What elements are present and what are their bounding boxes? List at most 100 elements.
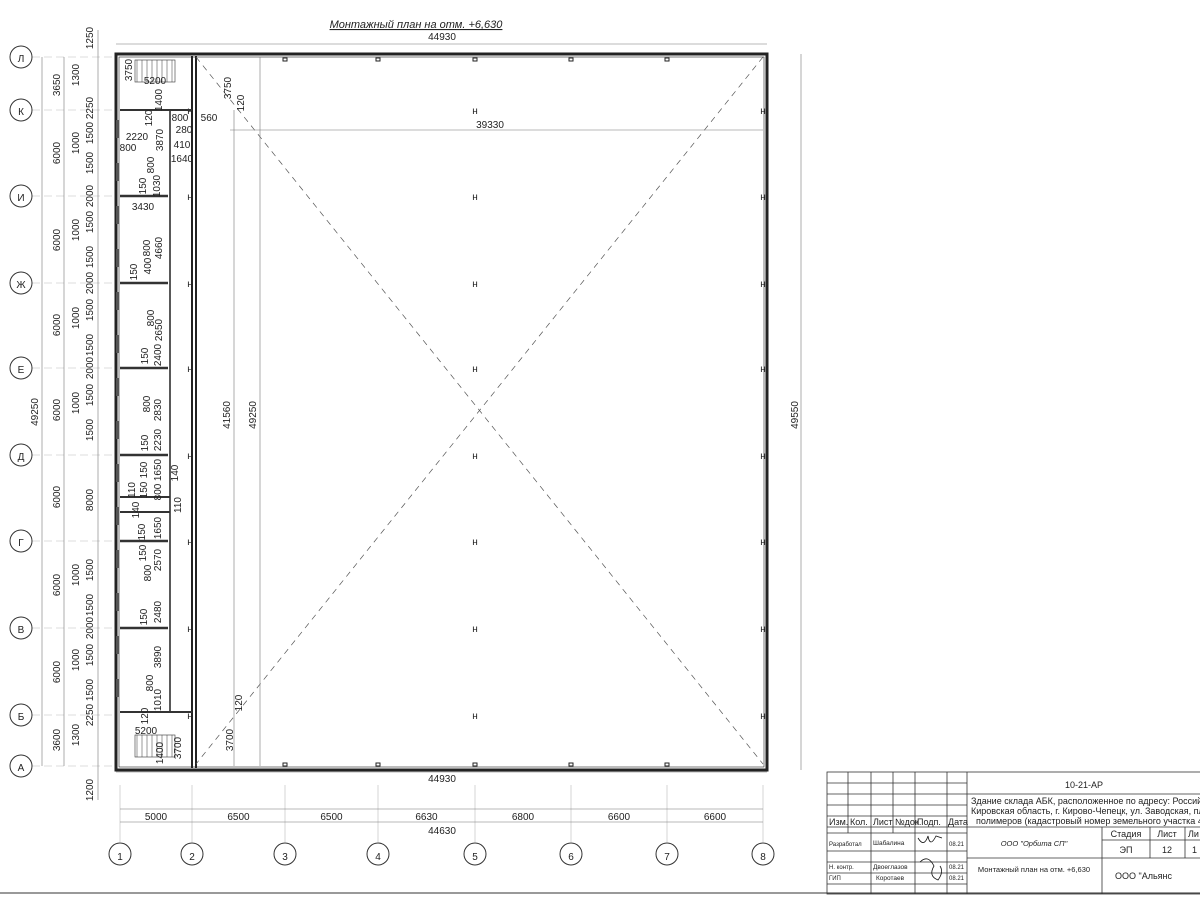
drawing-title: Монтажный план на отм. +6,630 bbox=[330, 19, 504, 31]
title-block-text: 10-21-АР Здание склада АБК, расположенно… bbox=[829, 780, 1200, 882]
window bbox=[116, 378, 119, 396]
axis-label-col: 8 bbox=[760, 852, 766, 863]
dim-interior-v: 150 bbox=[139, 608, 150, 625]
dim-interior-v: 800 bbox=[145, 674, 156, 691]
header-izm: Изм. bbox=[829, 817, 848, 827]
dim-left-outer: 6000 bbox=[52, 313, 63, 336]
dim-bottom-span: 6800 bbox=[512, 812, 535, 823]
dim-interior-v: 150 bbox=[140, 347, 151, 364]
dim-left-inner: 1000 bbox=[71, 391, 82, 414]
sheet-title: Монтажный план на отм. +6,630 bbox=[978, 865, 1090, 874]
window bbox=[116, 679, 119, 697]
window bbox=[116, 120, 119, 138]
axis-bubble-row bbox=[9, 356, 33, 380]
window bbox=[116, 206, 119, 224]
header-list: Лист bbox=[873, 817, 893, 827]
dim-interior-v: 120 bbox=[236, 94, 247, 111]
column-marker: н bbox=[760, 192, 766, 203]
client-name: ООО "Альянс bbox=[1115, 871, 1172, 881]
axis-bubble-row bbox=[9, 98, 33, 122]
dim-interior-v: 800 bbox=[146, 156, 157, 173]
date-chief-engineer: 08.21 bbox=[949, 876, 965, 882]
sheets-value: 1 bbox=[1192, 845, 1197, 855]
axis-bubble-col bbox=[559, 842, 583, 866]
dim-interior-v: 150 bbox=[137, 523, 148, 540]
column-marker: н bbox=[760, 537, 766, 548]
column-marker: н bbox=[187, 624, 193, 635]
dim-interior-v: 150 bbox=[140, 434, 151, 451]
stair-icon bbox=[134, 59, 176, 83]
dim-left-inner: 1500 bbox=[85, 558, 96, 581]
dim-left-inner: 2250 bbox=[85, 96, 96, 119]
dim-left-inner: 1300 bbox=[71, 723, 82, 746]
column-marker: н bbox=[472, 364, 478, 375]
stage-label: Стадия bbox=[1111, 829, 1142, 839]
window bbox=[116, 507, 119, 525]
dim-bottom-span: 6500 bbox=[320, 812, 343, 823]
dim-interior-v: 3750 bbox=[124, 58, 135, 81]
dim-bottom-total: 44630 bbox=[428, 826, 456, 837]
column-top bbox=[664, 57, 670, 62]
axis-label-col: 6 bbox=[568, 852, 574, 863]
sheet-value: 12 bbox=[1162, 845, 1172, 855]
header-podp: Подп. bbox=[917, 817, 941, 827]
object-line-2: Кировская область, г. Кирово-Чепецк, ул.… bbox=[971, 806, 1200, 816]
dim-interior-v: 800 bbox=[142, 395, 153, 412]
column-marker: н bbox=[472, 279, 478, 290]
column-marker: н bbox=[187, 364, 193, 375]
axis-bubble-col bbox=[751, 842, 775, 866]
window bbox=[116, 421, 119, 439]
dim-interior-h: 800 bbox=[120, 143, 137, 154]
dim-interior-v: 2570 bbox=[153, 548, 164, 571]
axis-label-row: Г bbox=[18, 538, 24, 549]
column-marker: н bbox=[472, 192, 478, 203]
dim-interior-v: 3870 bbox=[155, 128, 166, 151]
dim-left-outer: 6000 bbox=[52, 485, 63, 508]
column-bottom bbox=[375, 762, 381, 767]
column-marker: н bbox=[187, 451, 193, 462]
role-norm-control: Н. контр. bbox=[829, 865, 854, 871]
dim-left-inner: 1500 bbox=[85, 593, 96, 616]
object-line-1: Здание склада АБК, расположенное по адре… bbox=[971, 796, 1200, 806]
axis-label-row: И bbox=[17, 193, 24, 204]
dim-left-outer: 6000 bbox=[52, 660, 63, 683]
axis-bubble-row bbox=[9, 754, 33, 778]
dim-interior-v: 1650 bbox=[153, 516, 164, 539]
axis-bubble-col bbox=[108, 842, 132, 866]
dim-left-inner: 1500 bbox=[85, 245, 96, 268]
sheets-label: Ли bbox=[1188, 829, 1199, 839]
dim-interior-v: 2650 bbox=[154, 318, 165, 341]
header-kol: Кол. bbox=[850, 817, 868, 827]
axis-bubble-row bbox=[9, 45, 33, 69]
dim-left-inner: 2000 bbox=[85, 184, 96, 207]
signature-icon bbox=[917, 835, 943, 881]
dim-interior-v: 140 bbox=[131, 501, 142, 518]
dim-bottom-span: 5000 bbox=[145, 812, 168, 823]
dim-interior-v: 150 bbox=[138, 177, 149, 194]
axis-bubble-row bbox=[9, 184, 33, 208]
dim-interior-v: 3700 bbox=[225, 728, 236, 751]
dim-left-outer: 6000 bbox=[52, 228, 63, 251]
dim-inner-width: 39330 bbox=[476, 120, 504, 131]
axis-bubble-row bbox=[9, 443, 33, 467]
grid-axis-markers: 1 2 3 4 5 6 7 8 Л К И Ж Е Д Г В Б А bbox=[9, 45, 775, 866]
dim-interior-v: 140 bbox=[170, 464, 181, 481]
window bbox=[116, 593, 119, 611]
dim-interior-h: 5200 bbox=[144, 76, 167, 87]
dim-overall-height-right: 49550 bbox=[790, 401, 801, 429]
dim-left-inner: 1200 bbox=[85, 778, 96, 801]
column-marker: н bbox=[187, 106, 193, 117]
column-marker: н bbox=[760, 711, 766, 722]
diagonal-bracing bbox=[195, 56, 764, 765]
dim-interior-v: 150 bbox=[139, 481, 150, 498]
dim-interior-v: 2400 bbox=[153, 343, 164, 366]
column-marker: н bbox=[760, 624, 766, 635]
axis-label-col: 1 bbox=[117, 852, 123, 863]
dim-interior-v: 150 bbox=[138, 544, 149, 561]
dim-left-outer: 6000 bbox=[52, 398, 63, 421]
column-marker: н bbox=[187, 711, 193, 722]
column-bottom bbox=[282, 762, 288, 767]
name-developer: Шабалина bbox=[873, 839, 905, 847]
axis-bubble-col bbox=[180, 842, 204, 866]
dim-interior-v: 120 bbox=[144, 109, 155, 126]
